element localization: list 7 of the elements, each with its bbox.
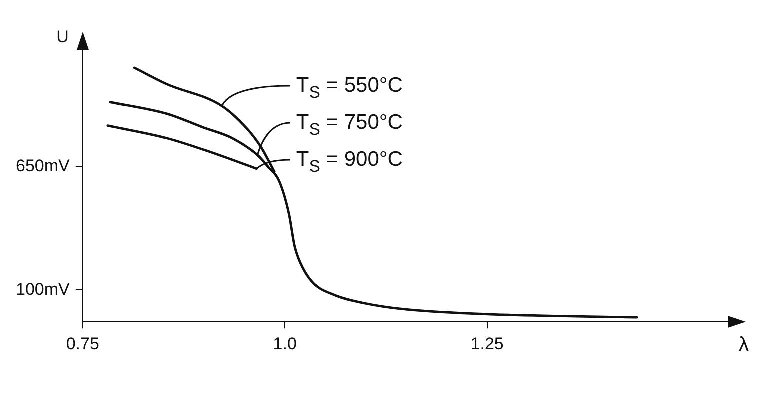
y-tick-label: 650mV <box>16 156 71 176</box>
y-axis-title: U <box>56 28 69 47</box>
x-tick-label: 1.0 <box>273 334 297 354</box>
x-tick-label: 0.75 <box>66 334 100 354</box>
y-tick-label: 100mV <box>16 280 71 299</box>
x-axis-title: λ <box>739 334 749 356</box>
x-tick-label: 1.25 <box>470 334 504 354</box>
